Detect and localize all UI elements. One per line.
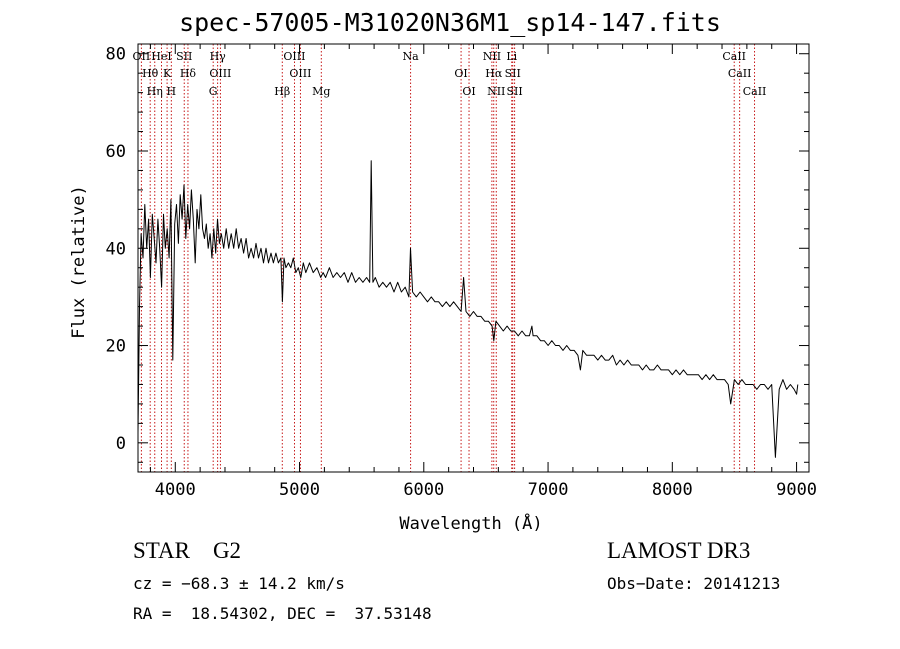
line-label-24: CaII	[722, 50, 746, 63]
line-label-6: SII	[176, 50, 192, 63]
spectrum-series	[137, 160, 799, 458]
line-label-7: Hδ	[180, 67, 197, 80]
x-tick-label-9000: 9000	[776, 480, 817, 500]
line-label-16: OI	[454, 67, 467, 80]
line-label-15: Na	[403, 50, 420, 63]
y-tick-label-80: 80	[106, 45, 126, 65]
line-label-5: H	[167, 85, 177, 98]
x-tick-label-5000: 5000	[279, 480, 320, 500]
line-labels: OIIHθHηHeIKHSIIHδGHγOIIIHβOIIIOIIIMgNaOI…	[132, 50, 766, 98]
line-label-23: SII	[507, 85, 523, 98]
line-label-20: NII	[487, 85, 505, 98]
line-label-3: HeI	[151, 50, 171, 63]
spectrum-line	[137, 160, 799, 458]
line-label-10: OIII	[209, 67, 231, 80]
x-tick-label-6000: 6000	[403, 480, 444, 500]
line-label-4: K	[163, 67, 172, 80]
x-tick-label-8000: 8000	[652, 480, 693, 500]
line-label-1: Hθ	[142, 67, 159, 80]
emission-line-markers	[140, 44, 756, 472]
line-label-22: SII	[505, 67, 521, 80]
y-tick-label-20: 20	[106, 337, 126, 357]
line-label-18: NII	[483, 50, 501, 63]
observation-date: Obs−Date: 20141213	[607, 574, 781, 593]
x-tick-label-4000: 4000	[155, 480, 196, 500]
y-tick-label-60: 60	[106, 142, 126, 162]
y-axis-label: Flux (relative)	[69, 185, 89, 339]
x-axis-label: Wavelength (Å)	[399, 512, 542, 534]
x-tick-label-7000: 7000	[528, 480, 569, 500]
chart-title: spec-57005-M31020N36M1_sp14-147.fits	[179, 8, 721, 37]
line-label-13: OIII	[289, 67, 311, 80]
axes-ticks: 4000 5000 6000 7000 8000 9000 0 20 40 60 80	[106, 44, 817, 500]
survey-name: LAMOST DR3	[607, 538, 751, 563]
line-label-14: Mg	[312, 85, 330, 98]
object-class: STAR G2	[133, 538, 242, 563]
line-label-8: G	[209, 85, 218, 98]
ra-dec-coordinates: RA = 18.54302, DEC = 37.53148	[133, 604, 432, 623]
line-label-2: Hη	[147, 85, 163, 98]
line-label-17: OI	[462, 85, 475, 98]
y-tick-label-40: 40	[106, 239, 126, 259]
line-label-9: Hγ	[210, 50, 227, 63]
line-label-11: Hβ	[274, 85, 290, 98]
line-label-26: CaII	[743, 85, 767, 98]
plot-frame	[137, 43, 810, 473]
line-label-19: Hα	[485, 67, 503, 80]
redshift-cz: cz = −68.3 ± 14.2 km/s	[133, 574, 345, 593]
line-label-21: Li	[506, 50, 517, 63]
line-label-25: CaII	[728, 67, 752, 80]
y-tick-label-0: 0	[116, 434, 126, 454]
line-label-12: OIII	[283, 50, 305, 63]
line-label-0: OII	[132, 50, 150, 63]
